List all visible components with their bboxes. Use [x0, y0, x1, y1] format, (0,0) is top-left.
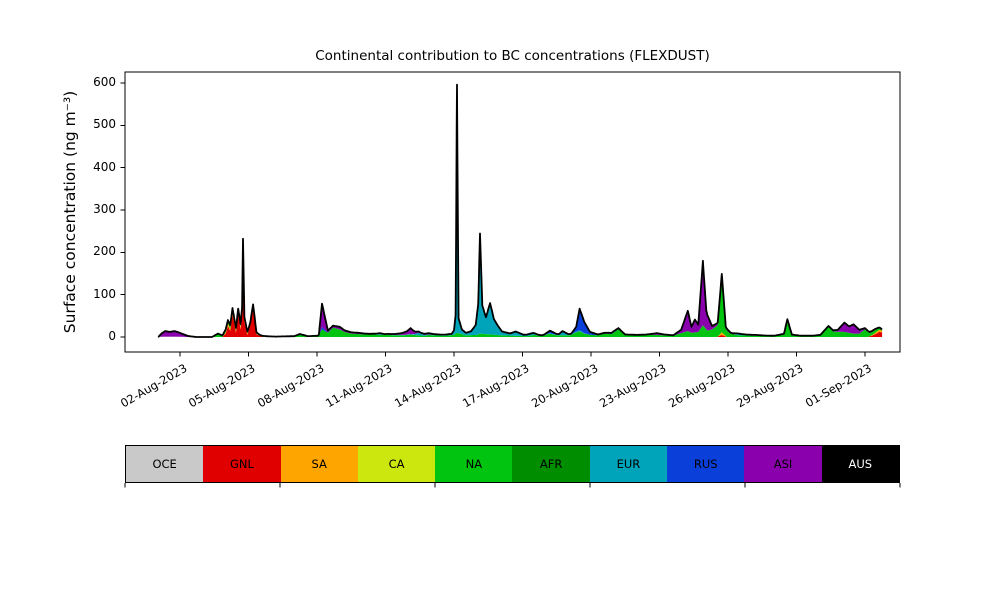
legend-label: OCE [152, 457, 177, 471]
y-tick-label: 300 [93, 202, 116, 216]
legend-item-afr: AFR [512, 446, 590, 482]
legend-label: NA [465, 457, 483, 471]
legend-label: SA [311, 457, 327, 471]
area-series-aus [158, 84, 883, 337]
legend-item-asi: ASI [744, 446, 822, 482]
legend-label: CA [388, 457, 405, 471]
area-series-na [158, 238, 883, 337]
y-tick-label: 500 [93, 117, 116, 132]
y-tick-label: 200 [93, 244, 116, 259]
legend-item-eur: EUR [589, 446, 668, 482]
y-tick-label: 400 [93, 159, 116, 174]
area-series-asi [158, 84, 883, 337]
legend: OCE GNL SA CA NA AFR EUR RUS ASI AUS [125, 445, 900, 483]
axes-frame [124, 71, 901, 353]
y-tick-label: 600 [93, 75, 116, 89]
legend-item-na: NA [435, 446, 513, 482]
legend-label: GNL [229, 457, 254, 471]
area-series-gnl [158, 244, 883, 337]
legend-item-sa: SA [280, 446, 358, 482]
y-tick-label: 100 [93, 286, 116, 301]
legend-label: RUS [693, 457, 718, 471]
y-tick-label: 0 [108, 329, 116, 343]
legend-item-oce: OCE [126, 446, 204, 482]
legend-label: ASI [773, 457, 793, 471]
legend-item-gnl: GNL [203, 446, 281, 482]
area-series-sa [158, 242, 883, 337]
area-series-ca [158, 242, 883, 337]
legend-item-ca: CA [357, 446, 436, 482]
legend-label: AUS [848, 457, 873, 471]
legend-item-rus: RUS [667, 446, 745, 482]
area-series-eur [158, 87, 883, 337]
legend-item-aus: AUS [821, 446, 899, 482]
chart-title: Continental contribution to BC concentra… [315, 48, 710, 64]
area-series-rus [158, 87, 883, 337]
legend-label: EUR [616, 457, 641, 471]
area-series-afr [158, 238, 883, 337]
legend-label: AFR [539, 457, 563, 471]
total-line [157, 83, 883, 338]
